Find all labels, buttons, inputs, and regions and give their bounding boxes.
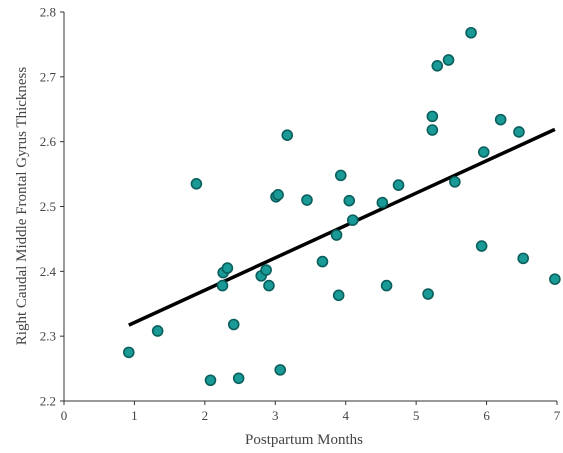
data-points [122,26,561,387]
data-point [227,318,240,331]
data-point [216,279,229,292]
data-point [465,26,477,39]
y-tick-label: 2.7 [40,69,57,84]
x-tick-label: 2 [202,408,209,423]
x-tick-label: 4 [342,408,349,423]
x-tick-label: 6 [483,408,490,423]
y-tick-label: 2.4 [40,264,57,279]
y-tick-label: 2.6 [40,134,57,149]
data-point [475,240,488,252]
data-point [422,288,434,300]
data-point [332,289,345,302]
data-point [272,189,284,201]
x-tick-label: 3 [272,408,279,423]
axes [63,12,557,402]
data-point [316,255,329,268]
data-point [549,273,561,285]
x-tick-label: 1 [131,408,138,423]
x-tick-label: 7 [554,408,561,423]
y-tick-label: 2.3 [40,329,56,344]
data-point [221,262,234,274]
y-tick-label: 2.5 [40,199,56,214]
data-point [442,54,455,66]
data-point [346,214,359,226]
x-tick-label: 5 [413,408,420,423]
data-point [151,325,164,337]
data-point [263,279,275,292]
data-point [426,110,439,123]
data-point [343,194,356,207]
data-point [260,264,272,276]
data-point [330,229,343,241]
ticks: 0 1 2 3 4 5 6 7 2.2 2.3 2.4 2.5 2.6 2.7 2.8 [40,5,561,424]
y-axis-title: Right Caudal Middle Frontal Gyrus Thickn… [14,67,30,346]
data-point [281,129,294,141]
y-tick-label: 2.8 [40,5,56,20]
data-point [517,252,529,265]
data-point [494,113,507,126]
x-axis-title: Postpartum Months [245,432,363,448]
trend-line [128,127,556,327]
data-point [274,364,287,376]
data-point [376,196,389,209]
data-point [301,194,313,206]
data-point [477,146,490,158]
data-point [449,176,461,188]
data-point [431,60,444,72]
data-point [232,372,245,385]
data-point [426,124,439,136]
data-point [204,374,217,387]
data-point [122,346,135,359]
x-tick-label: 0 [61,408,68,423]
data-point [380,279,393,292]
y-tick-label: 2.2 [40,394,56,409]
data-point [190,178,203,190]
data-point [334,169,347,182]
data-point [513,126,525,138]
data-point [392,179,405,191]
trend-line-group [128,127,556,327]
